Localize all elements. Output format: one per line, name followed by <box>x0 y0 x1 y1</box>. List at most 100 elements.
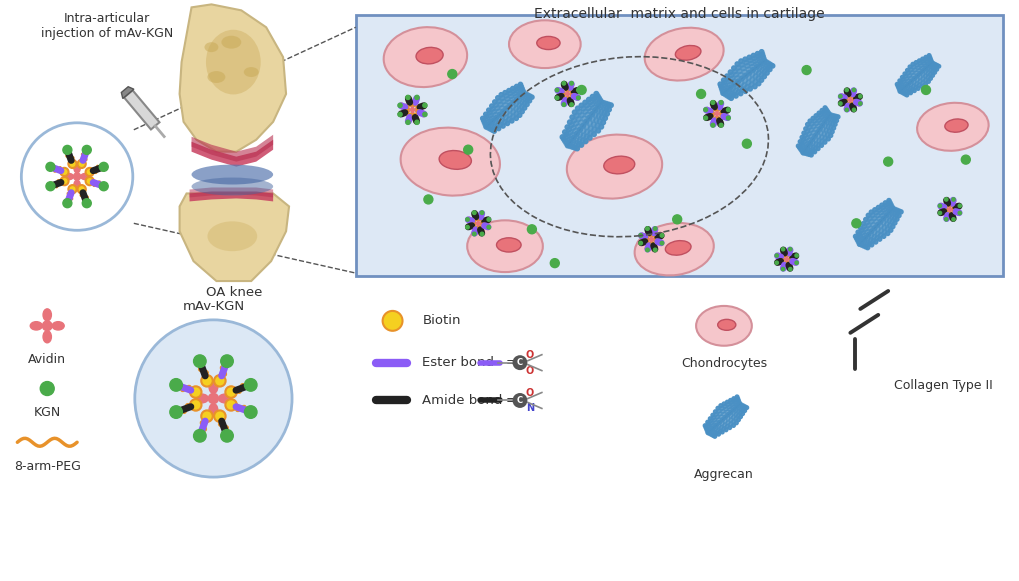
Circle shape <box>574 131 579 136</box>
Circle shape <box>866 223 870 227</box>
Circle shape <box>906 82 910 85</box>
Circle shape <box>527 94 532 98</box>
Circle shape <box>736 66 740 70</box>
Circle shape <box>755 54 760 59</box>
Circle shape <box>568 139 573 144</box>
Circle shape <box>807 125 811 129</box>
Circle shape <box>40 382 54 396</box>
Ellipse shape <box>711 113 714 115</box>
Circle shape <box>912 77 915 80</box>
Circle shape <box>878 229 882 233</box>
Text: N: N <box>526 403 533 414</box>
Circle shape <box>923 66 927 70</box>
Circle shape <box>490 119 494 123</box>
Circle shape <box>762 64 766 69</box>
Circle shape <box>736 414 740 417</box>
Circle shape <box>875 223 879 227</box>
Circle shape <box>492 100 496 104</box>
Circle shape <box>908 91 912 95</box>
Circle shape <box>732 407 735 411</box>
Circle shape <box>710 413 714 417</box>
Circle shape <box>499 119 503 123</box>
Circle shape <box>788 267 791 271</box>
Circle shape <box>880 216 886 220</box>
Circle shape <box>494 116 498 120</box>
Circle shape <box>736 90 740 94</box>
Circle shape <box>502 120 506 124</box>
Circle shape <box>869 243 873 247</box>
Circle shape <box>447 70 457 78</box>
Circle shape <box>587 135 591 140</box>
Circle shape <box>901 87 904 91</box>
Circle shape <box>815 130 819 134</box>
Circle shape <box>747 87 752 91</box>
Circle shape <box>518 83 522 87</box>
Circle shape <box>586 106 590 110</box>
Circle shape <box>874 236 878 240</box>
Circle shape <box>902 80 905 84</box>
Circle shape <box>913 85 917 89</box>
Circle shape <box>587 121 592 125</box>
Ellipse shape <box>207 221 257 251</box>
Circle shape <box>569 123 574 127</box>
Circle shape <box>729 410 733 414</box>
Text: =: = <box>505 394 517 407</box>
Ellipse shape <box>664 241 690 255</box>
Circle shape <box>743 89 747 94</box>
Circle shape <box>397 112 401 116</box>
Circle shape <box>413 114 416 118</box>
Circle shape <box>220 355 233 367</box>
Circle shape <box>880 206 884 210</box>
Circle shape <box>654 239 657 243</box>
Circle shape <box>917 59 920 63</box>
Circle shape <box>743 73 747 78</box>
Circle shape <box>595 94 599 98</box>
Circle shape <box>937 211 941 215</box>
Circle shape <box>874 232 879 236</box>
Circle shape <box>904 77 908 80</box>
Circle shape <box>500 109 505 113</box>
Circle shape <box>717 82 721 87</box>
Text: Intra-articular
injection of mAv-KGN: Intra-articular injection of mAv-KGN <box>41 12 173 40</box>
Circle shape <box>943 206 946 209</box>
Circle shape <box>496 109 500 113</box>
Circle shape <box>878 220 882 224</box>
Circle shape <box>471 220 474 223</box>
Circle shape <box>703 116 707 120</box>
Circle shape <box>496 127 500 131</box>
Circle shape <box>929 61 933 64</box>
Circle shape <box>726 116 730 120</box>
Circle shape <box>732 69 737 74</box>
Circle shape <box>83 145 91 155</box>
Ellipse shape <box>496 238 521 252</box>
Circle shape <box>60 168 68 176</box>
Circle shape <box>738 411 742 414</box>
Circle shape <box>561 103 566 106</box>
Circle shape <box>917 80 921 83</box>
Circle shape <box>601 101 605 105</box>
Circle shape <box>735 395 738 399</box>
Circle shape <box>486 119 490 124</box>
Circle shape <box>471 224 474 227</box>
Text: Collagen Type II: Collagen Type II <box>893 379 991 392</box>
Circle shape <box>850 94 853 96</box>
Ellipse shape <box>603 156 634 174</box>
Circle shape <box>580 124 585 128</box>
Ellipse shape <box>383 27 467 87</box>
Circle shape <box>801 66 810 74</box>
Circle shape <box>759 52 764 56</box>
Circle shape <box>822 120 826 124</box>
Circle shape <box>718 415 722 418</box>
Circle shape <box>503 94 508 98</box>
Circle shape <box>722 415 727 419</box>
Circle shape <box>506 117 511 121</box>
Circle shape <box>732 419 735 423</box>
Circle shape <box>736 79 740 84</box>
Circle shape <box>725 88 729 92</box>
Circle shape <box>731 405 735 409</box>
Ellipse shape <box>562 93 566 95</box>
Circle shape <box>929 61 933 64</box>
Circle shape <box>512 89 516 94</box>
Circle shape <box>927 69 931 72</box>
Circle shape <box>761 69 766 74</box>
